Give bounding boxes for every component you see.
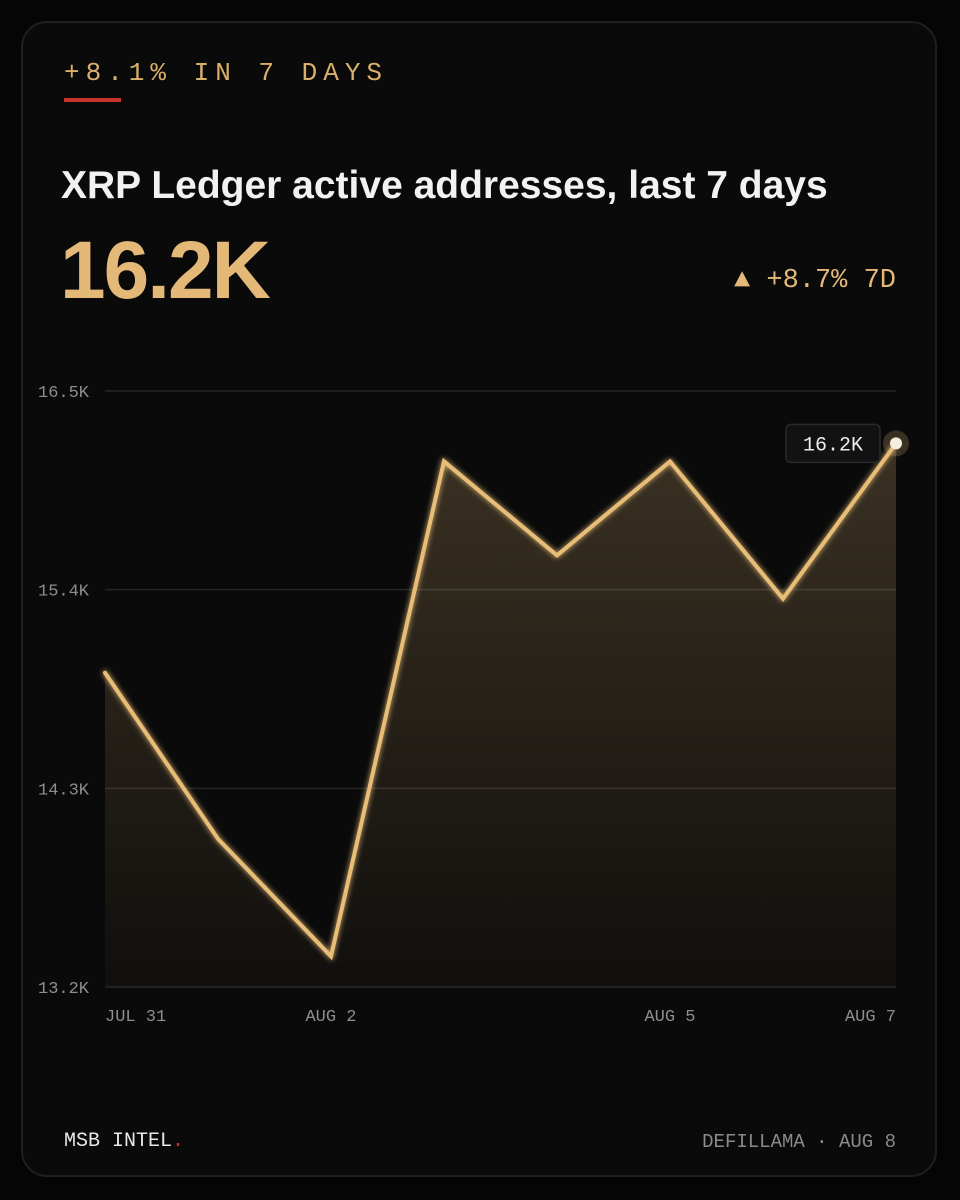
chart-title: XRP Ledger active addresses, last 7 days bbox=[61, 164, 828, 207]
x-tick-label: JUL 31 bbox=[105, 1008, 166, 1027]
brand-dot: . bbox=[172, 1130, 185, 1153]
data-point bbox=[103, 671, 107, 675]
current-value: 16.2K bbox=[60, 225, 271, 316]
y-tick-label: 13.2K bbox=[38, 980, 90, 999]
last-value-tooltip bbox=[785, 423, 881, 464]
y-tick-label: 16.5K bbox=[38, 384, 90, 403]
area-fill bbox=[105, 443, 896, 987]
y-tick-label: 14.3K bbox=[38, 781, 90, 800]
data-point bbox=[555, 553, 559, 557]
data-point bbox=[329, 954, 333, 958]
y-tick-label: 15.4K bbox=[38, 583, 90, 602]
kicker-headline: +8.1% IN 7 DAYS bbox=[64, 58, 389, 88]
series-line bbox=[103, 441, 898, 961]
line-chart: 13.2K 14.3K 15.4K 16.5K JUL 31 AUG 2 AUG 5 AUG … bbox=[38, 384, 909, 1027]
x-tick-label: AUG 7 bbox=[845, 1008, 896, 1027]
x-tick-label: AUG 5 bbox=[644, 1008, 695, 1027]
last-value-label: 16.2K bbox=[803, 434, 863, 457]
source-credit: DEFILLAMA · AUG 8 bbox=[702, 1131, 896, 1153]
x-tick-label: AUG 2 bbox=[305, 1008, 356, 1027]
kicker-underline bbox=[64, 98, 121, 102]
brand-name: MSB INTEL bbox=[64, 1130, 173, 1153]
data-point bbox=[442, 459, 446, 463]
change-badge: ▲ +8.7% 7D bbox=[733, 266, 896, 296]
last-point bbox=[890, 437, 902, 450]
data-point bbox=[668, 459, 672, 463]
data-point bbox=[781, 597, 785, 601]
brand-logo: MSB INTEL. bbox=[64, 1130, 184, 1153]
data-point bbox=[216, 837, 220, 841]
